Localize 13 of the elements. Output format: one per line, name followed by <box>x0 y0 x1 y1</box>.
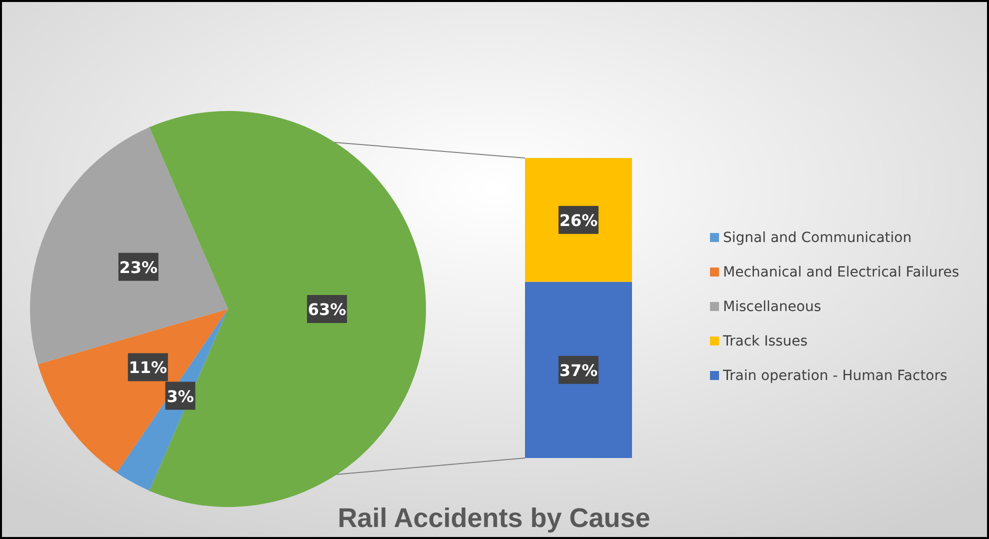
legend-label: Track Issues <box>722 334 808 350</box>
text: Rail Accidents by Cause <box>338 503 650 533</box>
data-label: 37% <box>559 360 598 380</box>
data-label: 3% <box>166 386 194 406</box>
data-label: 63% <box>308 300 346 319</box>
legend-label: Mechanical and Electrical Failures <box>723 264 960 280</box>
data-label: 26% <box>559 210 598 230</box>
data-label: 11% <box>128 358 168 378</box>
legend-label: Miscellaneous <box>723 299 822 315</box>
pie-slice <box>38 309 228 473</box>
legend-label: Train operation - Human Factors <box>722 368 948 384</box>
data-label: 23% <box>119 258 158 277</box>
legend-label: Signal and Communication <box>723 230 912 246</box>
